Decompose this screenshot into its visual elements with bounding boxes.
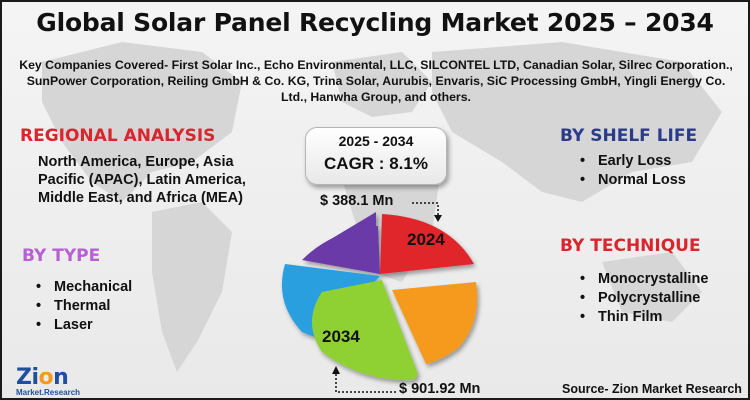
pie-label-2024: 2024 <box>407 230 445 249</box>
by-type-heading: BY TYPE <box>22 246 101 266</box>
arrow-head-2034 <box>332 366 340 374</box>
pie-slice-red <box>380 214 474 274</box>
source-text: Source- Zion Market Research <box>562 382 742 396</box>
list-item: Thermal <box>36 297 132 316</box>
cagr-value: CAGR : 8.1% <box>324 154 428 173</box>
page-title: Global Solar Panel Recycling Market 2025… <box>36 8 714 37</box>
zion-logo: Zion Market.Research <box>16 365 81 398</box>
cagr-box: 2025 - 2034 CAGR : 8.1% <box>305 127 447 185</box>
by-technique-heading: BY TECHNIQUE <box>560 236 701 256</box>
pie-slice-green <box>312 280 418 381</box>
pie-slice-purple <box>302 226 380 274</box>
list-item: Laser <box>36 316 132 335</box>
list-item: Polycrystalline <box>580 289 708 308</box>
logo-text-c: n <box>53 365 69 390</box>
logo-text-b: o <box>38 365 54 390</box>
list-item: Normal Loss <box>580 171 686 190</box>
by-technique-list: Monocrystalline Polycrystalline Thin Fil… <box>580 270 708 327</box>
arrow-2024 <box>412 202 439 216</box>
arrow-head-2024 <box>434 215 442 222</box>
key-companies-text: Key Companies Covered- First Solar Inc.,… <box>19 58 733 104</box>
list-item: Monocrystalline <box>580 270 708 289</box>
list-item: Early Loss <box>580 152 686 171</box>
by-shelf-life-heading: BY SHELF LIFE <box>560 126 698 146</box>
by-type-list: Mechanical Thermal Laser <box>36 278 132 335</box>
logo-subtext: Market.Research <box>16 388 81 397</box>
logo-text-a: Zi <box>16 365 39 390</box>
value-2024-label: $ 388.1 Mn <box>320 193 394 209</box>
cagr-period: 2025 - 2034 <box>338 133 414 149</box>
pie-slice-orange <box>392 282 478 364</box>
arrow-2034 <box>335 374 396 393</box>
value-2034-label: $ 901.92 Mn <box>399 381 481 397</box>
pie-label-2034: 2034 <box>322 327 360 346</box>
regional-analysis-heading: REGIONAL ANALYSIS <box>20 126 216 146</box>
by-shelf-life-list: Early Loss Normal Loss <box>580 152 686 190</box>
list-item: Mechanical <box>36 278 132 297</box>
list-item: Thin Film <box>580 308 708 327</box>
regional-analysis-text: North America, Europe, Asia Pacific (APA… <box>38 154 246 206</box>
